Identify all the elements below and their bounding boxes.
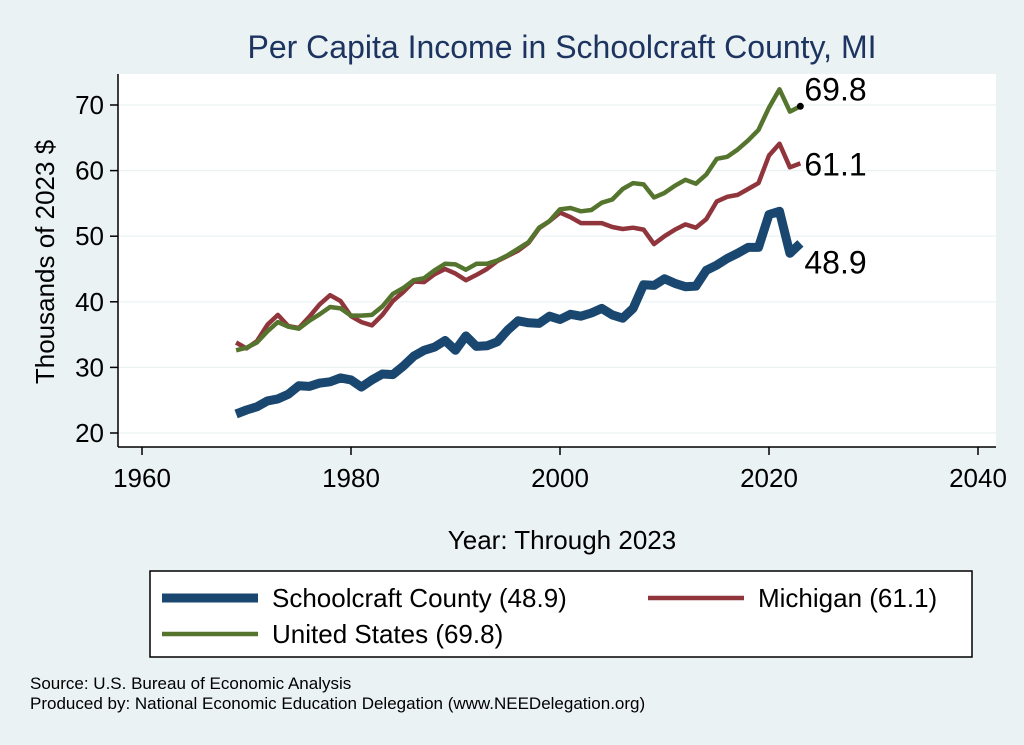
source-line-2: Produced by: National Economic Education… (30, 694, 645, 713)
series-lines (234, 87, 804, 419)
y-tick-label: 50 (75, 221, 104, 251)
legend: Schoolcraft County (48.9) Michigan (61.1)… (162, 583, 937, 649)
y-tick-label: 70 (75, 90, 104, 120)
legend-box (149, 570, 973, 658)
x-tick-label: 2020 (740, 463, 798, 493)
x-tick-label: 1960 (113, 463, 171, 493)
series-line-schoolcraft-county (234, 206, 804, 419)
series-line-united-states (235, 87, 802, 353)
y-axis-label: Thousands of 2023 $ (30, 139, 60, 384)
plot-area (118, 74, 996, 447)
y-tick-label: 30 (75, 352, 104, 382)
x-tick-label: 2040 (949, 463, 1007, 493)
end-labels: 48.9 61.1 69.8 (796, 71, 867, 280)
legend-label: Schoolcraft County (48.9) (272, 583, 567, 613)
x-tick-label: 1980 (322, 463, 380, 493)
x-axis-label: Year: Through 2023 (448, 525, 676, 555)
gridlines (118, 104, 996, 434)
end-label-michigan: 61.1 (804, 146, 866, 182)
y-tick-label: 20 (75, 418, 104, 448)
end-marker (796, 102, 804, 110)
source-line-1: Source: U.S. Bureau of Economic Analysis (30, 674, 351, 693)
chart-title: Per Capita Income in Schoolcraft County,… (247, 29, 876, 65)
legend-label: United States (69.8) (272, 619, 503, 649)
end-label-united-states: 69.8 (804, 71, 866, 107)
end-label-schoolcraft-county: 48.9 (804, 244, 866, 280)
x-tick-label: 2000 (531, 463, 589, 493)
legend-label: Michigan (61.1) (758, 583, 937, 613)
ticks: 20 30 40 50 60 70 1960 1980 2000 2020 2040 (75, 90, 1007, 493)
y-tick-label: 60 (75, 156, 104, 186)
y-tick-label: 40 (75, 287, 104, 317)
